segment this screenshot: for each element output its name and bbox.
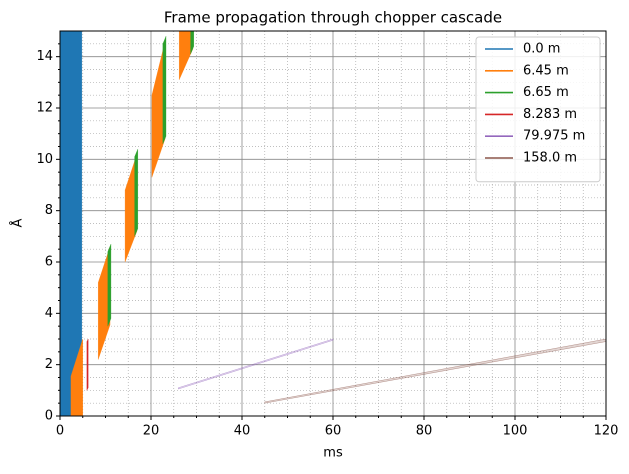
x-tick-label: 100 (503, 424, 528, 439)
x-tick-label: 80 (416, 424, 433, 439)
y-tick-label: 12 (36, 101, 53, 116)
legend-label: 0.0 m (523, 42, 560, 57)
y-tick-label: 8 (45, 203, 53, 218)
ticks: 0 20 40 60 80 100 120 0 2 4 6 8 10 12 14 (36, 43, 619, 439)
frame-polygon (86, 338, 89, 391)
frame-polygon (190, 31, 194, 55)
plot-area (60, 31, 606, 416)
legend-label: 8.283 m (523, 107, 577, 122)
x-axis-label: ms (323, 446, 343, 461)
chart-title: Frame propagation through chopper cascad… (164, 9, 502, 27)
grid (59, 31, 607, 417)
x-tick-label: 0 (56, 424, 64, 439)
y-tick-label: 14 (36, 49, 53, 64)
y-tick-label: 2 (45, 357, 53, 372)
frame-polygon (134, 149, 138, 237)
x-tick-label: 40 (234, 424, 251, 439)
legend: 0.0 m 6.45 m 6.65 m 8.283 m 79.975 m 158.0 m (475, 36, 601, 183)
y-tick-label: 10 (36, 152, 53, 167)
frame-polygon (178, 338, 334, 390)
y-tick-label: 4 (45, 306, 53, 321)
y-axis-label: Å (10, 218, 26, 227)
legend-label: 6.45 m (523, 63, 569, 78)
x-tick-label: 20 (143, 424, 160, 439)
legend-label: 158.0 m (523, 151, 577, 166)
frame-polygon (60, 31, 82, 416)
frame-polygon (264, 338, 606, 404)
x-tick-label: 60 (325, 424, 342, 439)
y-tick-label: 6 (45, 255, 53, 270)
frame-polygon (70, 338, 83, 416)
frame-polygon (162, 36, 167, 144)
legend-label: 79.975 m (523, 129, 585, 144)
legend-box (475, 36, 601, 183)
frame-polygon (179, 31, 194, 80)
y-tick-label: 0 (45, 409, 53, 424)
frame-polygon (107, 243, 112, 327)
legend-label: 6.65 m (523, 85, 569, 100)
x-tick-label: 120 (594, 424, 619, 439)
